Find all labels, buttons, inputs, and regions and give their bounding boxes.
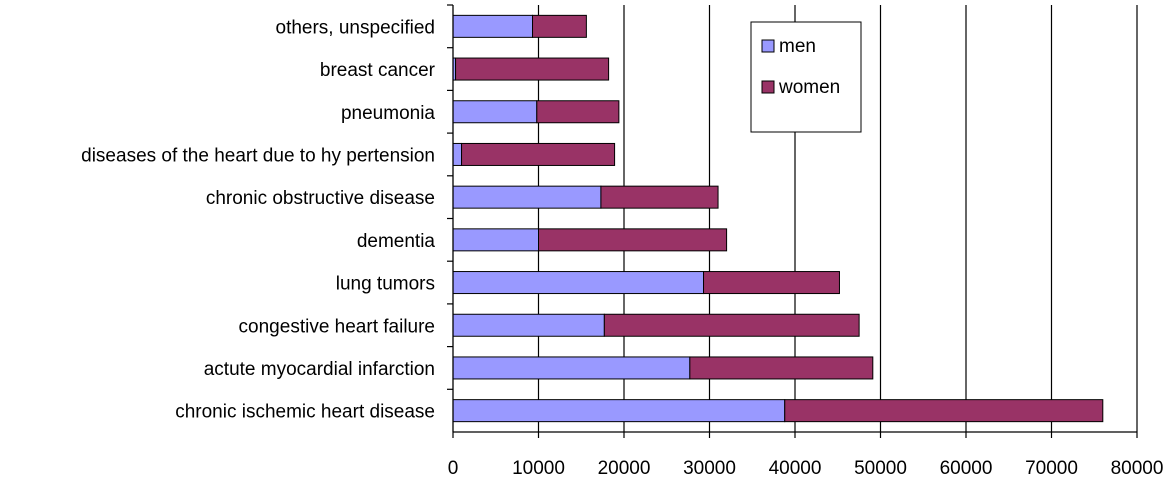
bar-women-8 bbox=[689, 356, 874, 380]
category-label: breast cancer bbox=[320, 60, 436, 81]
bar-men-4 bbox=[452, 185, 602, 209]
bars bbox=[452, 14, 1104, 423]
x-tick-labels: 0 10000 20000 30000 40000 50000 60000 70000 8000… bbox=[448, 458, 1164, 479]
x-tick-label: 60000 bbox=[940, 458, 993, 479]
bar-women-3 bbox=[461, 142, 616, 166]
bar-men-9 bbox=[452, 399, 786, 423]
legend-swatch-men bbox=[761, 39, 775, 53]
legend-swatch-women bbox=[761, 80, 775, 94]
bar-women-7 bbox=[603, 313, 860, 337]
x-tick-label: 80000 bbox=[1111, 458, 1164, 479]
x-tick-label: 70000 bbox=[1025, 458, 1078, 479]
legend-label-women: women bbox=[778, 77, 840, 98]
category-label: actute myocardial infarction bbox=[204, 359, 435, 380]
category-label: lung tumors bbox=[336, 274, 435, 295]
category-label: dementia bbox=[357, 231, 436, 252]
x-tick-label: 10000 bbox=[512, 458, 565, 479]
category-label: pneumonia bbox=[341, 103, 435, 124]
bar-men-3 bbox=[452, 142, 463, 166]
category-label: chronic ischemic heart disease bbox=[175, 402, 435, 423]
x-tick-label: 40000 bbox=[769, 458, 822, 479]
category-label: congestive heart failure bbox=[239, 316, 435, 337]
bar-women-5 bbox=[538, 228, 728, 252]
x-tick-label: 30000 bbox=[683, 458, 736, 479]
category-label: diseases of the heart due to hy pertensi… bbox=[81, 145, 435, 166]
bar-women-0 bbox=[532, 14, 587, 38]
bar-men-5 bbox=[452, 228, 539, 252]
category-label: others, unspecified bbox=[276, 17, 436, 38]
bar-women-9 bbox=[784, 399, 1104, 423]
legend: men women bbox=[750, 21, 862, 133]
axes bbox=[447, 4, 1138, 438]
bar-women-2 bbox=[536, 100, 620, 124]
bar-men-7 bbox=[452, 313, 605, 337]
legend-label-men: men bbox=[779, 36, 816, 57]
category-labels: others, unspecified breast cancer pneumoni… bbox=[81, 17, 436, 422]
bar-men-8 bbox=[452, 356, 691, 380]
bar-women-6 bbox=[703, 271, 840, 295]
category-label: chronic obstructive disease bbox=[206, 188, 435, 209]
x-tick-label: 20000 bbox=[598, 458, 651, 479]
x-tick-label: 0 bbox=[448, 458, 459, 479]
bar-men-2 bbox=[452, 100, 538, 124]
bar-men-0 bbox=[452, 14, 534, 38]
bar-men-6 bbox=[452, 271, 705, 295]
x-tick-label: 50000 bbox=[854, 458, 907, 479]
bar-women-4 bbox=[600, 185, 719, 209]
bar-women-1 bbox=[455, 57, 610, 81]
